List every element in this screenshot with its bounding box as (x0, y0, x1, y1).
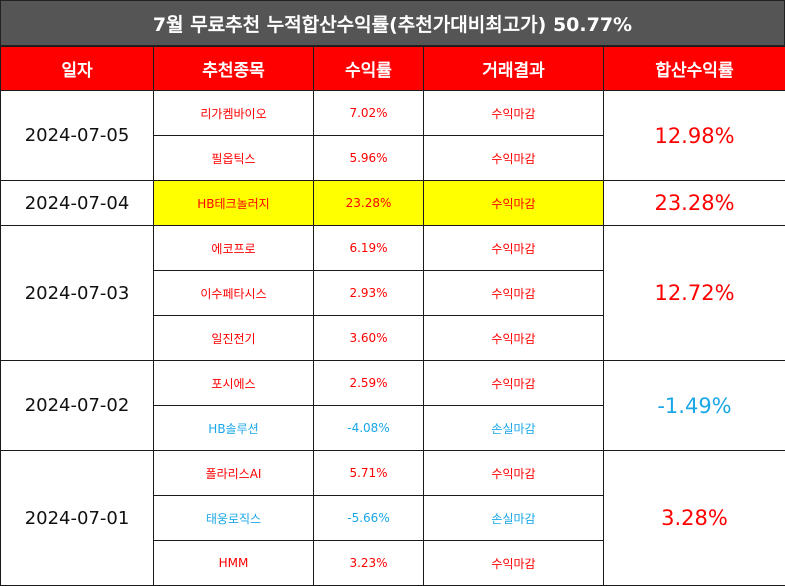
page-title: 7월 무료추천 누적합산수익률(추천가대비최고가) 50.77% (0, 0, 785, 46)
result-cell: 수익마감 (423, 135, 604, 181)
table-row: HMM 3.23% 수익마감 (1, 540, 785, 586)
date-cell: 2024-07-03 (0, 225, 154, 361)
result-cell: 수익마감 (423, 180, 604, 226)
result-cell: 수익마감 (423, 450, 604, 496)
return-cell: -4.08% (313, 405, 424, 451)
header-total-return: 합산수익률 (603, 46, 785, 91)
result-cell: 수익마감 (423, 270, 604, 316)
return-cell: 5.71% (313, 450, 424, 496)
return-cell: 6.19% (313, 225, 424, 271)
table-row: 태웅로직스 -5.66% 손실마감 (1, 495, 785, 541)
stock-cell: 태웅로직스 (153, 495, 314, 541)
result-cell: 수익마감 (423, 360, 604, 406)
total-return-cell: 3.28% (603, 450, 785, 586)
table-row: 2024-07-04 HB테크놀러지 23.28% 수익마감 23.28% (0, 180, 785, 226)
table-row: 2024-07-05 리가켐바이오 7.02% 수익마감 12.98% (0, 90, 785, 181)
total-return-cell: 12.72% (603, 225, 785, 361)
recommendation-table: 일자 추천종목 수익률 거래결과 합산수익률 2024-07-05 리가켐바이오… (0, 46, 785, 586)
header-date: 일자 (0, 46, 154, 91)
table-row: HB솔루션 -4.08% 손실마감 (1, 405, 785, 451)
stock-cell: 일진전기 (153, 315, 314, 361)
total-return-cell: 12.98% (603, 90, 785, 181)
date-cell: 2024-07-02 (0, 360, 154, 451)
return-cell: -5.66% (313, 495, 424, 541)
date-cell: 2024-07-04 (0, 180, 154, 226)
return-cell: 2.93% (313, 270, 424, 316)
header-return: 수익률 (313, 46, 424, 91)
table-row: 2024-07-03 에코프로 6.19% 수익마감 12.72% (0, 225, 785, 361)
stock-cell: HMM (153, 540, 314, 586)
total-return-cell: 23.28% (603, 180, 785, 226)
header-row: 일자 추천종목 수익률 거래결과 합산수익률 (0, 46, 785, 91)
result-cell: 수익마감 (423, 225, 604, 271)
result-cell: 손실마감 (423, 495, 604, 541)
date-cell: 2024-07-05 (0, 90, 154, 181)
return-cell: 3.60% (313, 315, 424, 361)
stock-cell: 필옵틱스 (153, 135, 314, 181)
return-cell: 5.96% (313, 135, 424, 181)
result-cell: 수익마감 (423, 90, 604, 136)
stock-cell: HB솔루션 (153, 405, 314, 451)
stock-cell: 이수페타시스 (153, 270, 314, 316)
date-cell: 2024-07-01 (0, 450, 154, 586)
table-row: 필옵틱스 5.96% 수익마감 (1, 135, 785, 181)
return-cell: 7.02% (313, 90, 424, 136)
stock-cell: 폴라리스AI (153, 450, 314, 496)
stock-cell: 리가켐바이오 (153, 90, 314, 136)
stock-cell: HB테크놀러지 (153, 180, 314, 226)
return-cell: 2.59% (313, 360, 424, 406)
header-result: 거래결과 (423, 46, 604, 91)
result-cell: 손실마감 (423, 405, 604, 451)
stock-cell: 포시에스 (153, 360, 314, 406)
table-row: 이수페타시스 2.93% 수익마감 (1, 270, 785, 316)
stock-cell: 에코프로 (153, 225, 314, 271)
table-row: 2024-07-01 폴라리스AI 5.71% 수익마감 3.28% (0, 450, 785, 586)
table-row: 일진전기 3.60% 수익마감 (1, 315, 785, 361)
result-cell: 수익마감 (423, 540, 604, 586)
return-cell: 3.23% (313, 540, 424, 586)
return-cell: 23.28% (313, 180, 424, 226)
total-return-cell: -1.49% (603, 360, 785, 451)
table-row: 2024-07-02 포시에스 2.59% 수익마감 -1.49% (0, 360, 785, 451)
result-cell: 수익마감 (423, 315, 604, 361)
header-stock: 추천종목 (153, 46, 314, 91)
